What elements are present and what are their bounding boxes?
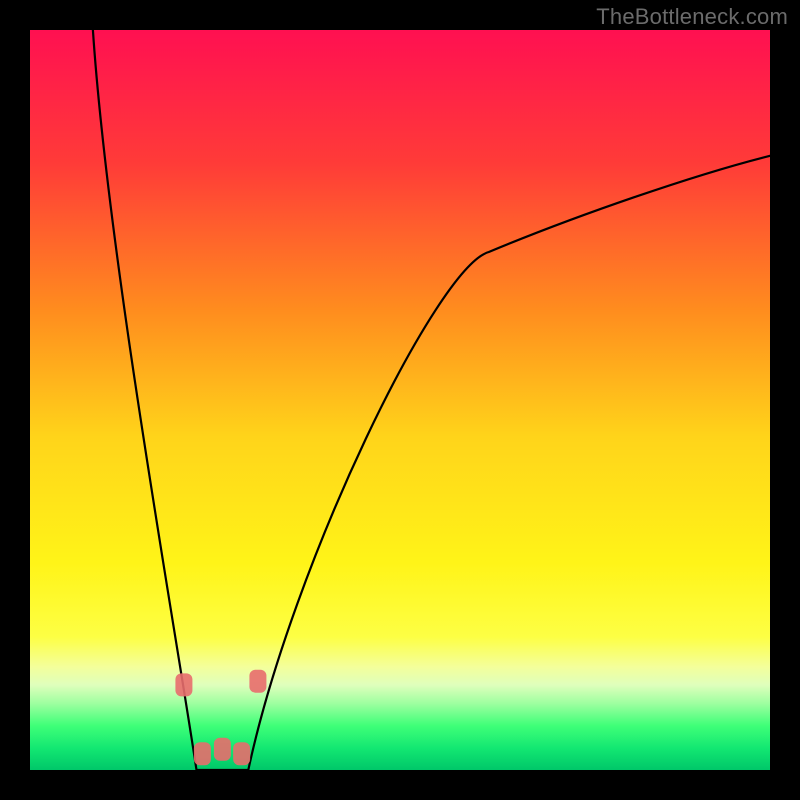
valley-marker	[249, 670, 266, 693]
valley-marker	[214, 738, 231, 761]
valley-marker	[194, 742, 211, 765]
valley-marker	[233, 742, 250, 765]
watermark-text: TheBottleneck.com	[596, 4, 788, 30]
plot-background-gradient	[30, 30, 770, 770]
valley-marker	[175, 673, 192, 696]
bottleneck-chart	[0, 0, 800, 800]
chart-stage: TheBottleneck.com	[0, 0, 800, 800]
